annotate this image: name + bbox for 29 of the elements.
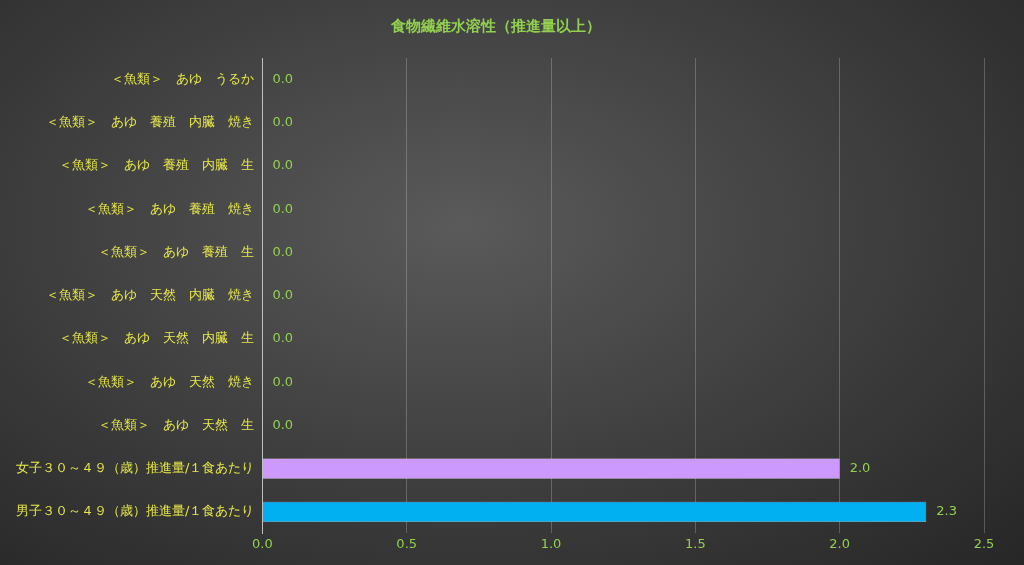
x-tick-label: 0.0 — [252, 535, 273, 551]
y-tick-label: ＜魚類＞ あゆ 天然 生 — [98, 416, 255, 432]
data-label: 0.0 — [272, 114, 294, 130]
data-label: 2.0 — [849, 459, 871, 475]
y-tick-label: ＜魚類＞ あゆ 養殖 生 — [98, 243, 255, 259]
x-tick-label: 1.0 — [540, 535, 562, 551]
chart-title: 食物繊維水溶性（推進量以上） — [390, 16, 601, 35]
data-label: 0.0 — [272, 287, 294, 303]
y-tick-label: ＜魚類＞ あゆ 養殖 焼き — [85, 200, 255, 216]
data-label: 0.0 — [272, 157, 294, 173]
data-label: 0.0 — [272, 243, 294, 259]
data-label: 0.0 — [272, 330, 294, 346]
data-label: 0.0 — [272, 70, 294, 86]
y-tick-label: ＜魚類＞ あゆ 天然 焼き — [85, 373, 255, 389]
x-tick-label: 0.5 — [396, 535, 418, 551]
data-label: 0.0 — [272, 416, 294, 432]
data-label: 0.0 — [272, 373, 294, 389]
data-label: 2.3 — [936, 503, 957, 519]
y-tick-label: ＜魚類＞ あゆ うるか — [111, 70, 255, 86]
x-tick-label: 2.0 — [829, 535, 851, 551]
x-tick-label: 2.5 — [973, 535, 995, 551]
data-label: 0.0 — [272, 200, 294, 216]
y-tick-label: ＜魚類＞ あゆ 天然 内臓 焼き — [46, 287, 255, 303]
y-tick-label: 男子３０～４９（歳）推進量/１食あたり — [15, 503, 255, 519]
y-tick-label: ＜魚類＞ あゆ 養殖 内臓 焼き — [46, 114, 255, 130]
y-tick-label: ＜魚類＞ あゆ 養殖 内臓 生 — [59, 157, 255, 173]
y-tick-label: ＜魚類＞ あゆ 天然 内臓 生 — [59, 330, 255, 346]
y-tick-label: 女子３０～４９（歳）推進量/１食あたり — [15, 459, 255, 475]
x-tick-label: 1.5 — [685, 535, 706, 551]
